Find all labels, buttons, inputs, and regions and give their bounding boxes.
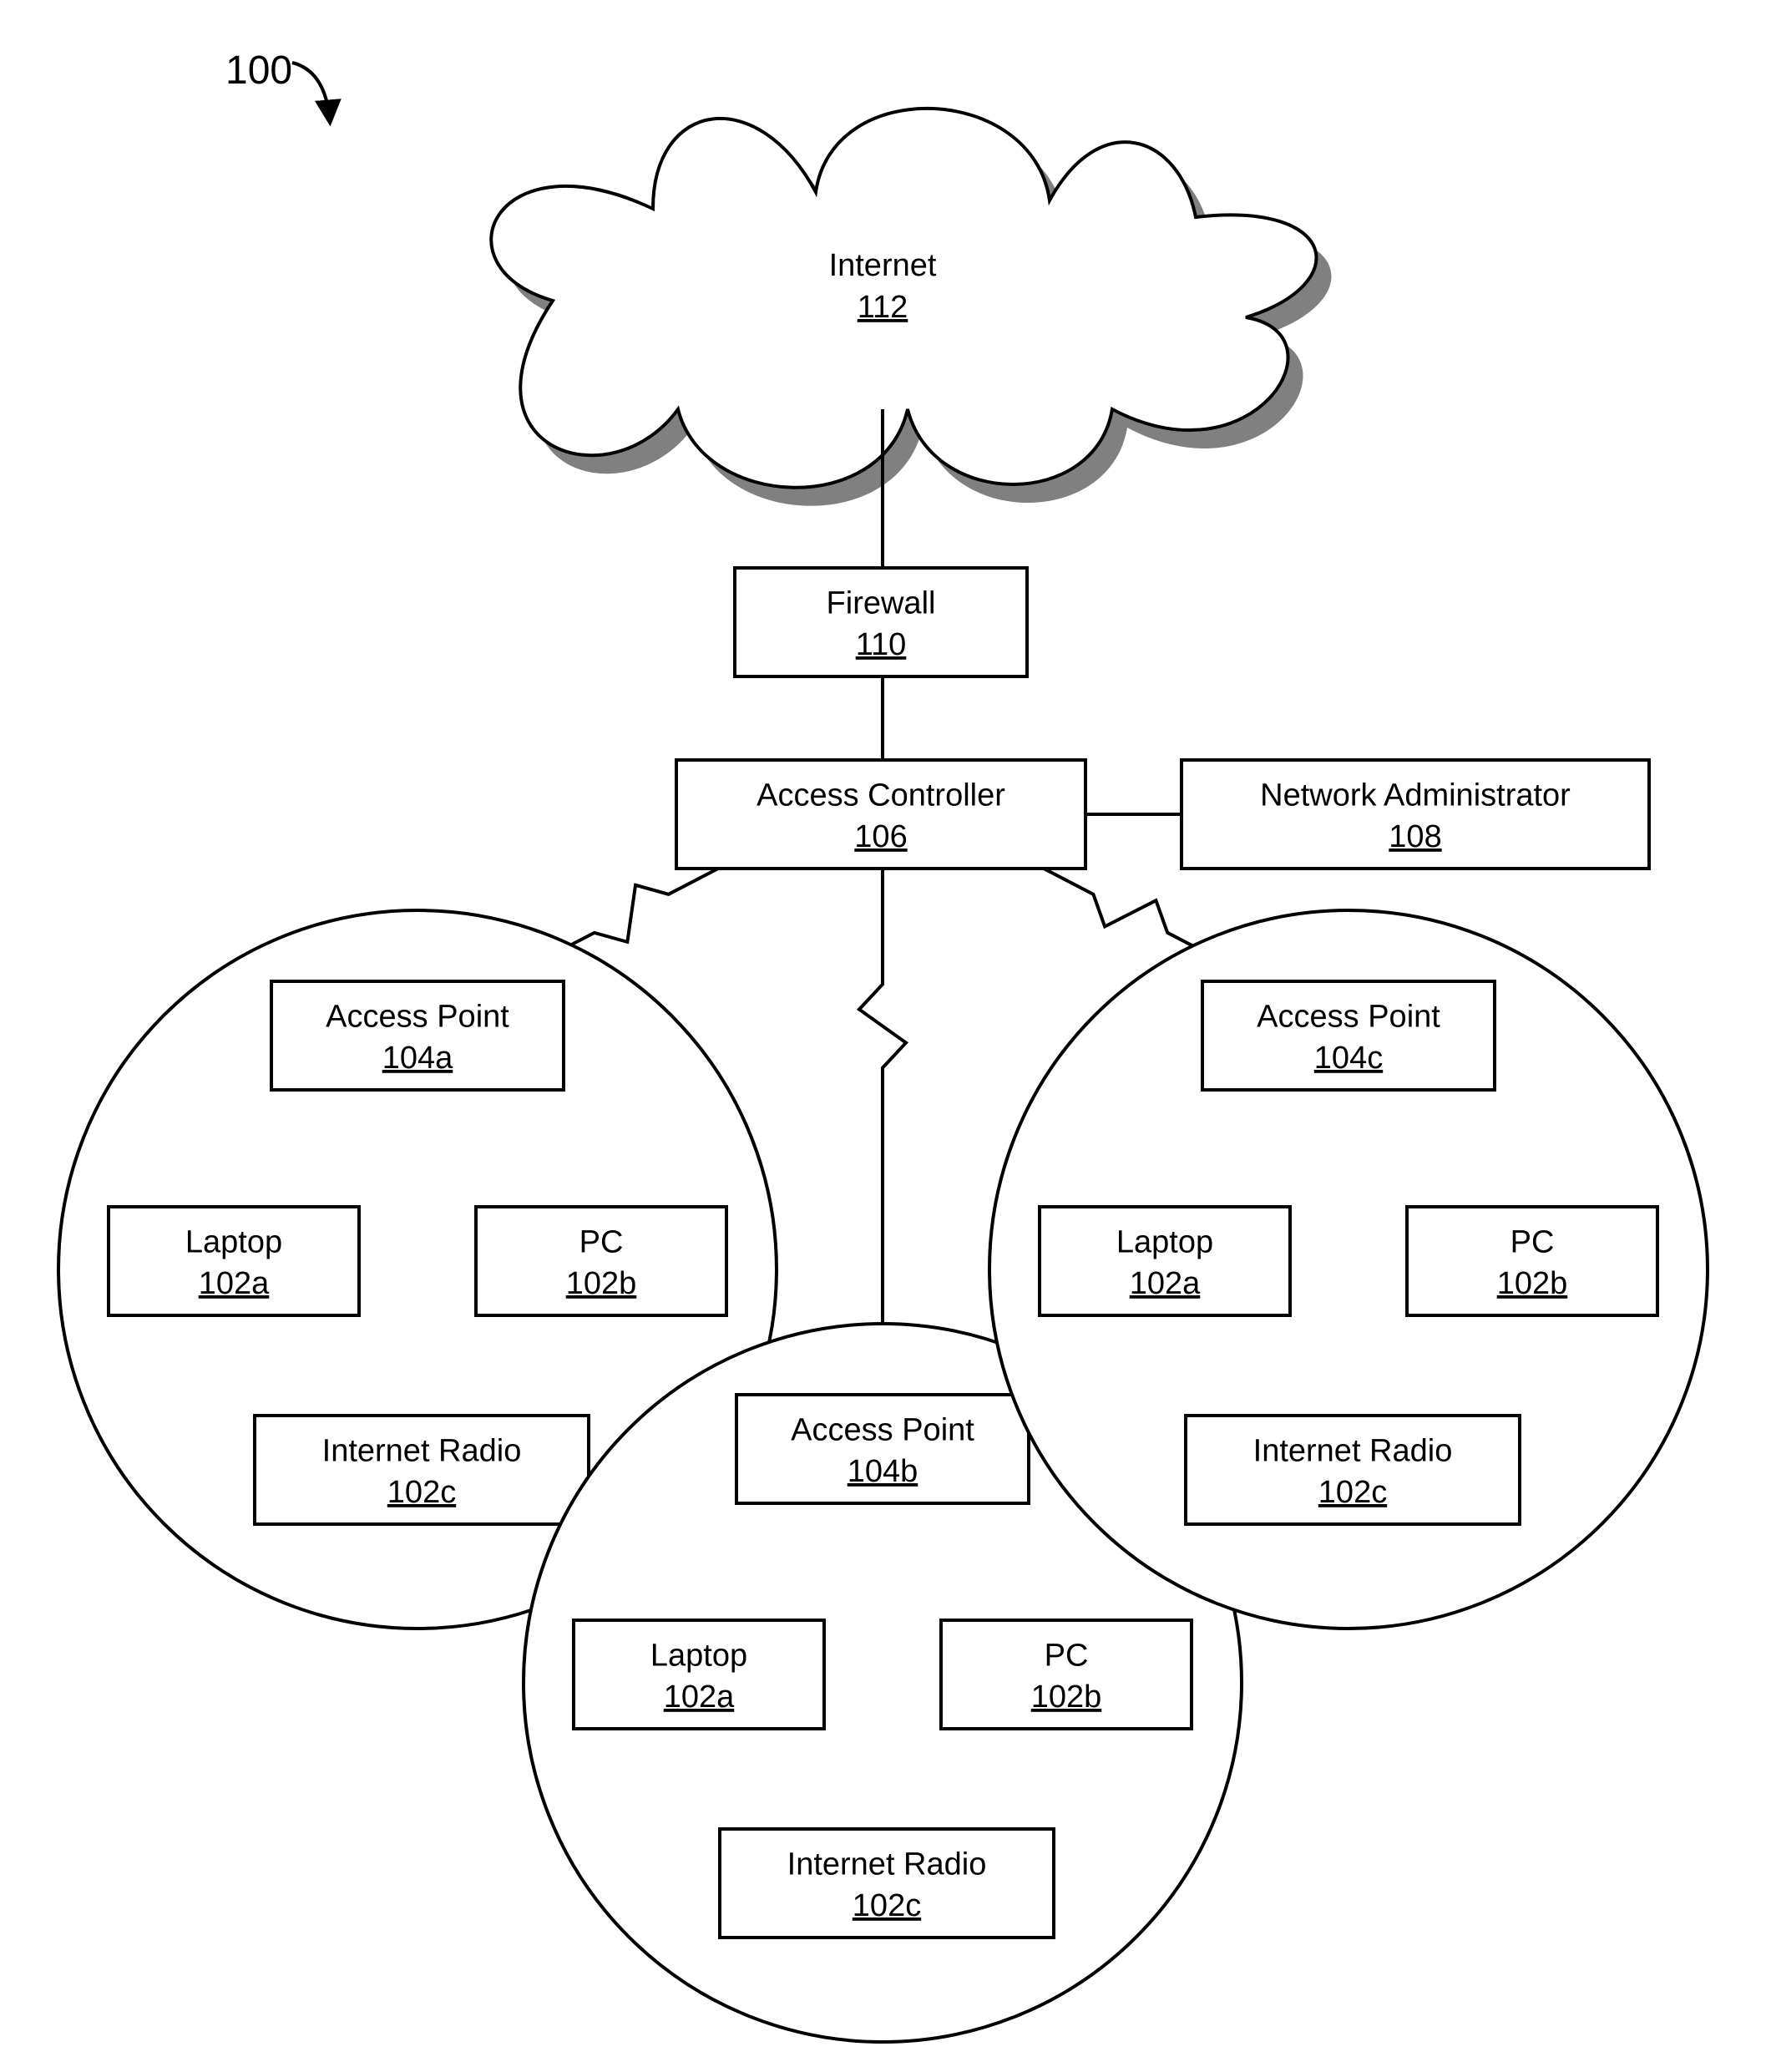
cluster-1-access-point-label: Access Point <box>791 1413 974 1448</box>
access-controller-box-label: Access Controller <box>756 778 1005 813</box>
cluster-1-pc-ref: 102b <box>1031 1679 1102 1715</box>
cluster-2-internet-radio-label: Internet Radio <box>1253 1434 1453 1469</box>
figure-number-arrow <box>292 63 330 121</box>
cluster-0-access-point-label: Access Point <box>326 1000 509 1035</box>
cluster-0-pc-ref: 102b <box>566 1266 637 1301</box>
access-controller-box-ref: 106 <box>854 819 907 854</box>
cluster-0-internet-radio-label: Internet Radio <box>322 1434 522 1469</box>
cluster-2-laptop-label: Laptop <box>1116 1225 1213 1260</box>
wireless-link-1 <box>859 869 906 1395</box>
cluster-2-access-point-label: Access Point <box>1257 1000 1440 1035</box>
cluster-0-laptop-label: Laptop <box>185 1225 282 1260</box>
cluster-0-access-point-ref: 104a <box>382 1041 453 1076</box>
firewall-box-label: Firewall <box>827 586 936 621</box>
cluster-0-internet-radio-ref: 102c <box>387 1475 456 1510</box>
network-admin-box-label: Network Administrator <box>1260 778 1571 813</box>
network-diagram: 100 Internet 112 Firewall 110 Access Controll… <box>0 0 1766 2072</box>
cluster-0-laptop-ref: 102a <box>199 1266 270 1301</box>
cluster-1-access-point-ref: 104b <box>848 1454 918 1489</box>
cluster-2-pc-label: PC <box>1510 1225 1555 1260</box>
internet-cloud-label: Internet <box>829 248 937 283</box>
cluster-1-pc-label: PC <box>1045 1639 1089 1674</box>
cluster-2-access-point-ref: 104c <box>1314 1041 1383 1076</box>
cluster-0-pc-label: PC <box>579 1225 624 1260</box>
cluster-2-internet-radio-ref: 102c <box>1318 1475 1387 1510</box>
cluster-1-internet-radio-label: Internet Radio <box>787 1847 987 1882</box>
figure-number: 100 <box>225 48 292 93</box>
network-admin-box-ref: 108 <box>1389 819 1441 854</box>
cluster-2-pc-ref: 102b <box>1497 1266 1568 1301</box>
internet-cloud-ref: 112 <box>858 290 908 325</box>
cluster-1-laptop-ref: 102a <box>664 1679 735 1715</box>
cluster-1-internet-radio-ref: 102c <box>853 1888 921 1923</box>
cluster-1-laptop-label: Laptop <box>650 1639 747 1674</box>
firewall-box-ref: 110 <box>856 627 907 662</box>
cluster-2-laptop-ref: 102a <box>1130 1266 1201 1301</box>
